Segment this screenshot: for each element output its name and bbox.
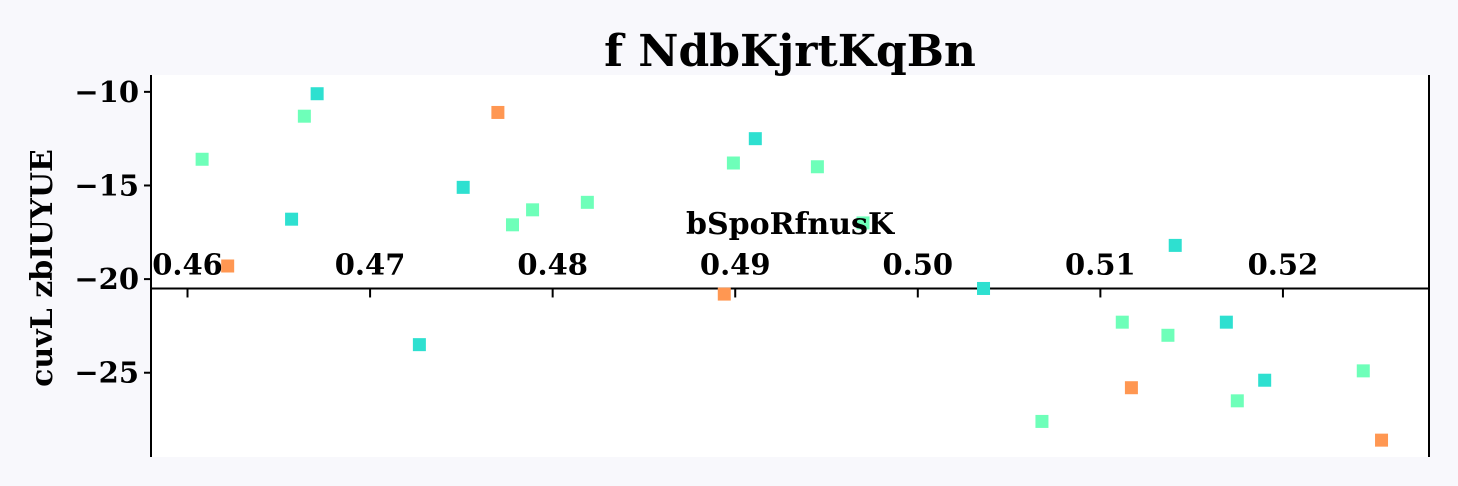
x-tick-label: 0.52 [1248, 247, 1319, 281]
scatter-points [195, 87, 1389, 447]
data-point [505, 218, 519, 232]
data-point [526, 203, 540, 217]
data-point [297, 109, 311, 123]
data-point [1161, 328, 1175, 342]
x-tick-label: 0.49 [700, 247, 771, 281]
data-point [310, 87, 324, 101]
data-point [1124, 381, 1138, 395]
data-point [726, 156, 740, 170]
data-point [1258, 373, 1272, 387]
x-axis-label: bSpoRfnusK [686, 207, 895, 242]
data-point [195, 152, 209, 166]
chart-title: f NdbKjrtKqBn [604, 26, 976, 77]
data-point [221, 259, 235, 273]
data-point [456, 180, 470, 194]
data-point [1168, 238, 1182, 252]
x-axis-ticks: 0.46 0.47 0.48 0.49 0.50 0.51 0.52 [152, 247, 1319, 298]
data-point [580, 195, 594, 209]
y-tick-label: −20 [74, 262, 139, 296]
data-point [977, 281, 991, 295]
plot-area [150, 75, 1429, 457]
y-tick-label: −25 [74, 356, 139, 390]
data-point [285, 212, 299, 226]
data-point [1356, 364, 1370, 378]
data-point [491, 105, 505, 119]
data-point [412, 338, 426, 352]
y-axis-ticks: −10 −15 −20 −25 [74, 75, 151, 390]
data-point [1115, 315, 1129, 329]
x-tick-label: 0.46 [152, 247, 223, 281]
data-point [810, 160, 824, 174]
data-point [1375, 433, 1389, 447]
y-axis-label: cuvL zbIUYUE [25, 149, 60, 387]
x-tick-label: 0.51 [1065, 247, 1136, 281]
data-point [717, 287, 731, 301]
x-tick-label: 0.47 [335, 247, 406, 281]
y-tick-label: −15 [74, 168, 139, 202]
data-point [1035, 414, 1049, 428]
x-tick-label: 0.48 [517, 247, 588, 281]
y-tick-label: −10 [74, 75, 139, 109]
data-point [1230, 394, 1244, 408]
data-point [856, 216, 870, 230]
data-point [1219, 315, 1233, 329]
data-point [748, 132, 762, 146]
x-tick-label: 0.50 [882, 247, 953, 281]
